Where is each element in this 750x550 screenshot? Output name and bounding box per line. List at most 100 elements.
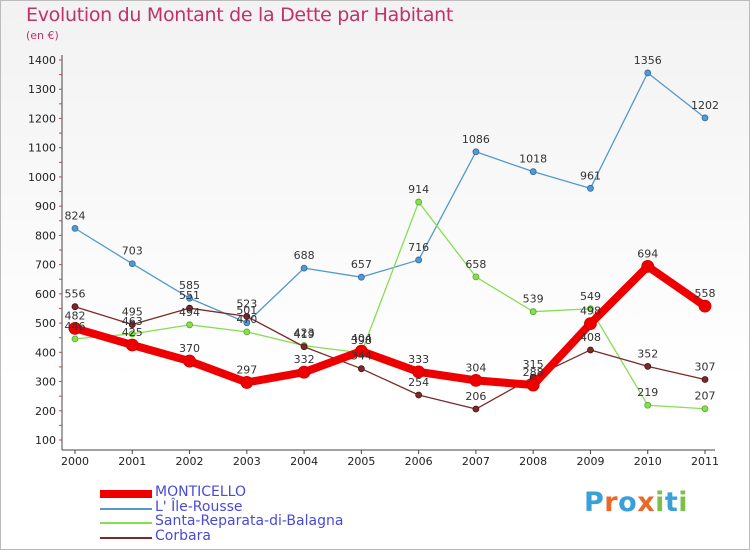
x-tick-label: 2006 — [405, 455, 433, 468]
data-point — [698, 299, 712, 313]
data-point — [186, 321, 193, 329]
data-label: 494 — [179, 306, 200, 319]
data-point — [128, 260, 136, 268]
data-point — [415, 198, 423, 206]
legend-label: MONTICELLO — [155, 484, 246, 500]
data-point — [529, 308, 537, 316]
y-tick-label: 700 — [35, 259, 56, 272]
data-label: 694 — [637, 247, 658, 260]
data-label: 398 — [351, 334, 372, 347]
data-point — [412, 365, 426, 379]
data-point — [354, 344, 368, 358]
legend-label: L' Île-Rousse — [155, 499, 243, 515]
data-point — [587, 305, 594, 313]
data-point — [644, 401, 652, 409]
data-label: 1202 — [691, 99, 719, 112]
data-label: 254 — [408, 376, 429, 389]
data-label: 549 — [580, 290, 601, 303]
data-point — [701, 114, 709, 122]
chart-title: Evolution du Montant de la Dette par Hab… — [26, 4, 454, 26]
data-label: 914 — [408, 183, 429, 196]
data-label: 408 — [580, 331, 601, 344]
logo-letter: r — [604, 487, 619, 518]
legend-swatch — [100, 537, 152, 539]
legend-swatch — [100, 522, 152, 524]
data-label: 961 — [580, 169, 601, 182]
data-label: 463 — [122, 315, 143, 328]
data-label: 495 — [122, 306, 143, 319]
data-label: 558 — [695, 287, 716, 300]
y-tick-label: 600 — [35, 288, 56, 301]
data-label: 556 — [65, 288, 86, 301]
series-line-2 — [74, 201, 706, 410]
legend-swatch — [100, 508, 152, 510]
data-point — [68, 321, 82, 335]
data-label: 370 — [179, 342, 200, 355]
y-tick-label: 1400 — [28, 54, 56, 67]
data-point — [415, 256, 423, 264]
x-tick-label: 2002 — [176, 455, 204, 468]
data-label: 425 — [122, 326, 143, 339]
data-point — [71, 224, 79, 232]
logo-letter: x — [637, 487, 656, 518]
data-point — [472, 405, 480, 413]
data-label: 657 — [351, 258, 372, 271]
data-point — [357, 365, 365, 373]
legend-swatch — [100, 490, 152, 498]
data-label: 315 — [523, 358, 544, 371]
data-label: 688 — [294, 249, 315, 262]
data-label: 551 — [179, 289, 200, 302]
x-tick-label: 2003 — [233, 455, 261, 468]
data-label: 482 — [65, 309, 86, 322]
data-point — [297, 365, 311, 379]
x-tick-label: 2008 — [519, 455, 547, 468]
x-tick-label: 2005 — [347, 455, 375, 468]
series-line-3 — [74, 306, 706, 410]
data-point — [128, 321, 136, 328]
y-tick-label: 800 — [35, 229, 56, 242]
data-point — [357, 273, 365, 281]
x-tick-label: 2004 — [290, 455, 318, 468]
data-point — [243, 312, 251, 320]
data-label: 523 — [236, 297, 257, 310]
data-label: 539 — [523, 293, 544, 306]
legend-label: Santa-Reparata-di-Balagna — [155, 513, 344, 529]
data-point — [641, 259, 655, 273]
y-tick-label: 300 — [35, 376, 56, 389]
data-point — [240, 376, 254, 389]
logo-letter: t — [664, 487, 679, 518]
data-label: 824 — [65, 209, 86, 222]
data-point — [526, 378, 540, 392]
data-label: 1086 — [462, 133, 490, 146]
data-point — [183, 354, 196, 368]
data-label: 207 — [695, 390, 716, 403]
data-label: 703 — [122, 245, 143, 258]
series-line-0 — [71, 262, 709, 390]
data-point — [300, 264, 308, 272]
data-point — [128, 330, 136, 338]
data-point — [71, 335, 79, 343]
data-point — [584, 317, 597, 331]
data-label: 419 — [294, 328, 315, 341]
data-label: 1356 — [634, 54, 662, 67]
data-label: 446 — [65, 320, 86, 333]
data-label: 423 — [294, 327, 315, 340]
data-point — [415, 391, 423, 399]
x-tick-label: 2010 — [634, 455, 662, 468]
data-label: 658 — [465, 258, 486, 271]
data-point — [243, 328, 251, 336]
x-tick-label: 2000 — [61, 455, 89, 468]
data-point — [587, 184, 594, 192]
data-point — [300, 343, 308, 351]
data-point — [243, 319, 251, 327]
data-point — [71, 303, 79, 311]
y-tick-label: 1000 — [28, 171, 56, 184]
data-point — [469, 373, 483, 387]
data-label: 307 — [695, 360, 716, 373]
x-tick-label: 2011 — [691, 455, 719, 468]
data-label: 585 — [179, 279, 200, 292]
data-point — [644, 69, 652, 77]
x-tick-label: 2007 — [462, 455, 490, 468]
